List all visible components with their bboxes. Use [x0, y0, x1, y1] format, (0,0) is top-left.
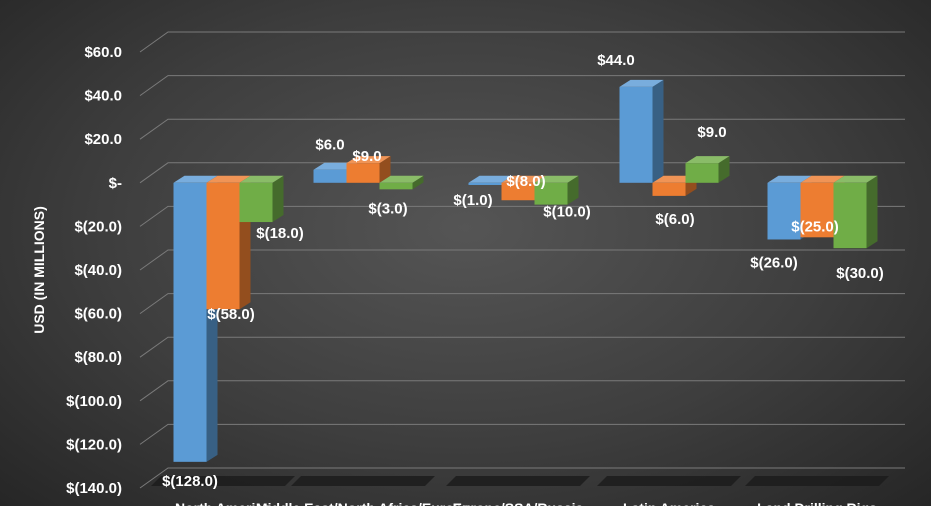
data-label: $6.0 [315, 137, 344, 154]
y-tick-label: $- [109, 175, 122, 192]
y-tick-label: $(140.0) [66, 480, 122, 497]
bars [173, 79, 878, 462]
bar-side [718, 156, 730, 183]
data-label: $(18.0) [256, 225, 304, 242]
category-floor [151, 476, 295, 486]
data-label: $(10.0) [543, 204, 591, 221]
data-label: $44.0 [597, 52, 635, 69]
category-floors [151, 476, 889, 486]
gridline [139, 336, 905, 358]
bar [239, 175, 284, 223]
gridline [139, 249, 905, 271]
bar-front [239, 182, 273, 223]
bar-front [833, 182, 867, 249]
category-floor [446, 476, 590, 486]
bar-front [346, 163, 380, 183]
gridline [139, 31, 905, 53]
data-label: $(26.0) [750, 254, 798, 271]
bar-front [206, 182, 240, 310]
gridline [139, 118, 905, 140]
data-labels: $(128.0) $(58.0) $(18.0) $6.0 $9.0 $(3.0) $(1.… [162, 52, 884, 490]
bar [685, 156, 730, 183]
data-label: $(58.0) [207, 306, 255, 323]
x-tick-label: Middle East/North Africa/Europe [256, 500, 470, 506]
bar-top [501, 175, 546, 183]
bar-side [652, 79, 664, 183]
bar [534, 175, 579, 205]
bar-side [866, 175, 878, 249]
bar [206, 175, 251, 310]
bar-top [767, 175, 812, 183]
y-tick-label: $40.0 [84, 88, 122, 105]
y-axis-ticks: $60.0 $40.0 $20.0 $- $(20.0) $(40.0) $(60.0) $(… [66, 44, 122, 497]
gridline [139, 380, 905, 402]
bar-top [468, 175, 513, 183]
bar-front [501, 182, 535, 201]
y-tick-label: $(120.0) [66, 436, 122, 453]
gridline [139, 467, 905, 489]
y-tick-label: $20.0 [84, 131, 122, 148]
bar-front [534, 182, 568, 205]
bar [346, 156, 391, 183]
bar-top [239, 175, 284, 183]
gridline [139, 293, 905, 315]
data-label: $(25.0) [791, 218, 839, 235]
y-tick-label: $(80.0) [74, 349, 122, 366]
bar [619, 79, 664, 183]
y-tick-label: $(60.0) [74, 306, 122, 323]
bar-front [652, 182, 686, 196]
data-label: $(30.0) [836, 265, 884, 282]
data-label: $(128.0) [162, 473, 218, 490]
bar-front [685, 163, 719, 183]
data-label: $9.0 [697, 124, 726, 141]
x-tick-label: Latin America [623, 500, 715, 506]
bar-side [412, 175, 424, 190]
y-tick-label: $(100.0) [66, 393, 122, 410]
bar-side [379, 156, 391, 183]
bar-front [767, 182, 801, 240]
bar-front [619, 86, 653, 183]
bar [833, 175, 878, 249]
x-axis-ticks: North AmericaMiddle East/North Africa/Eu… [175, 500, 877, 506]
y-axis-label: USD (IN MILLIONS) [31, 206, 47, 334]
bar-top [346, 156, 391, 164]
y-tick-label: $60.0 [84, 44, 122, 61]
y-tick-label: $(40.0) [74, 262, 122, 279]
x-tick-label: Land Drilling Rigs [757, 500, 877, 506]
bar-front [173, 182, 207, 462]
gridlines [139, 31, 905, 489]
category-floor [745, 476, 889, 486]
data-label: $(3.0) [368, 200, 407, 217]
x-tick-label: North America [175, 500, 271, 506]
gridline [139, 75, 905, 97]
data-label: $(6.0) [655, 211, 694, 228]
data-label: $9.0 [352, 148, 381, 165]
bar-top [800, 175, 845, 183]
gridline [139, 423, 905, 445]
x-tick-label: Europe/SSA/Russia [453, 500, 584, 506]
bar-side [272, 175, 284, 223]
bar-front [313, 169, 347, 183]
category-floor [597, 476, 741, 486]
bar-top [619, 79, 664, 87]
bar-side [567, 175, 579, 205]
gridline [139, 205, 905, 227]
bar-top [173, 175, 218, 183]
bar [379, 175, 424, 190]
data-label: $(1.0) [453, 192, 492, 209]
bar-front [468, 182, 502, 185]
bar-front [379, 182, 413, 190]
bar-top [534, 175, 579, 183]
bar-top [833, 175, 878, 183]
bar-front [800, 182, 834, 238]
bar-top [379, 175, 424, 183]
bar-top [685, 156, 730, 164]
y-tick-label: $(20.0) [74, 218, 122, 235]
data-label: $(8.0) [506, 173, 545, 190]
bar-top [206, 175, 251, 183]
category-floor [291, 476, 435, 486]
